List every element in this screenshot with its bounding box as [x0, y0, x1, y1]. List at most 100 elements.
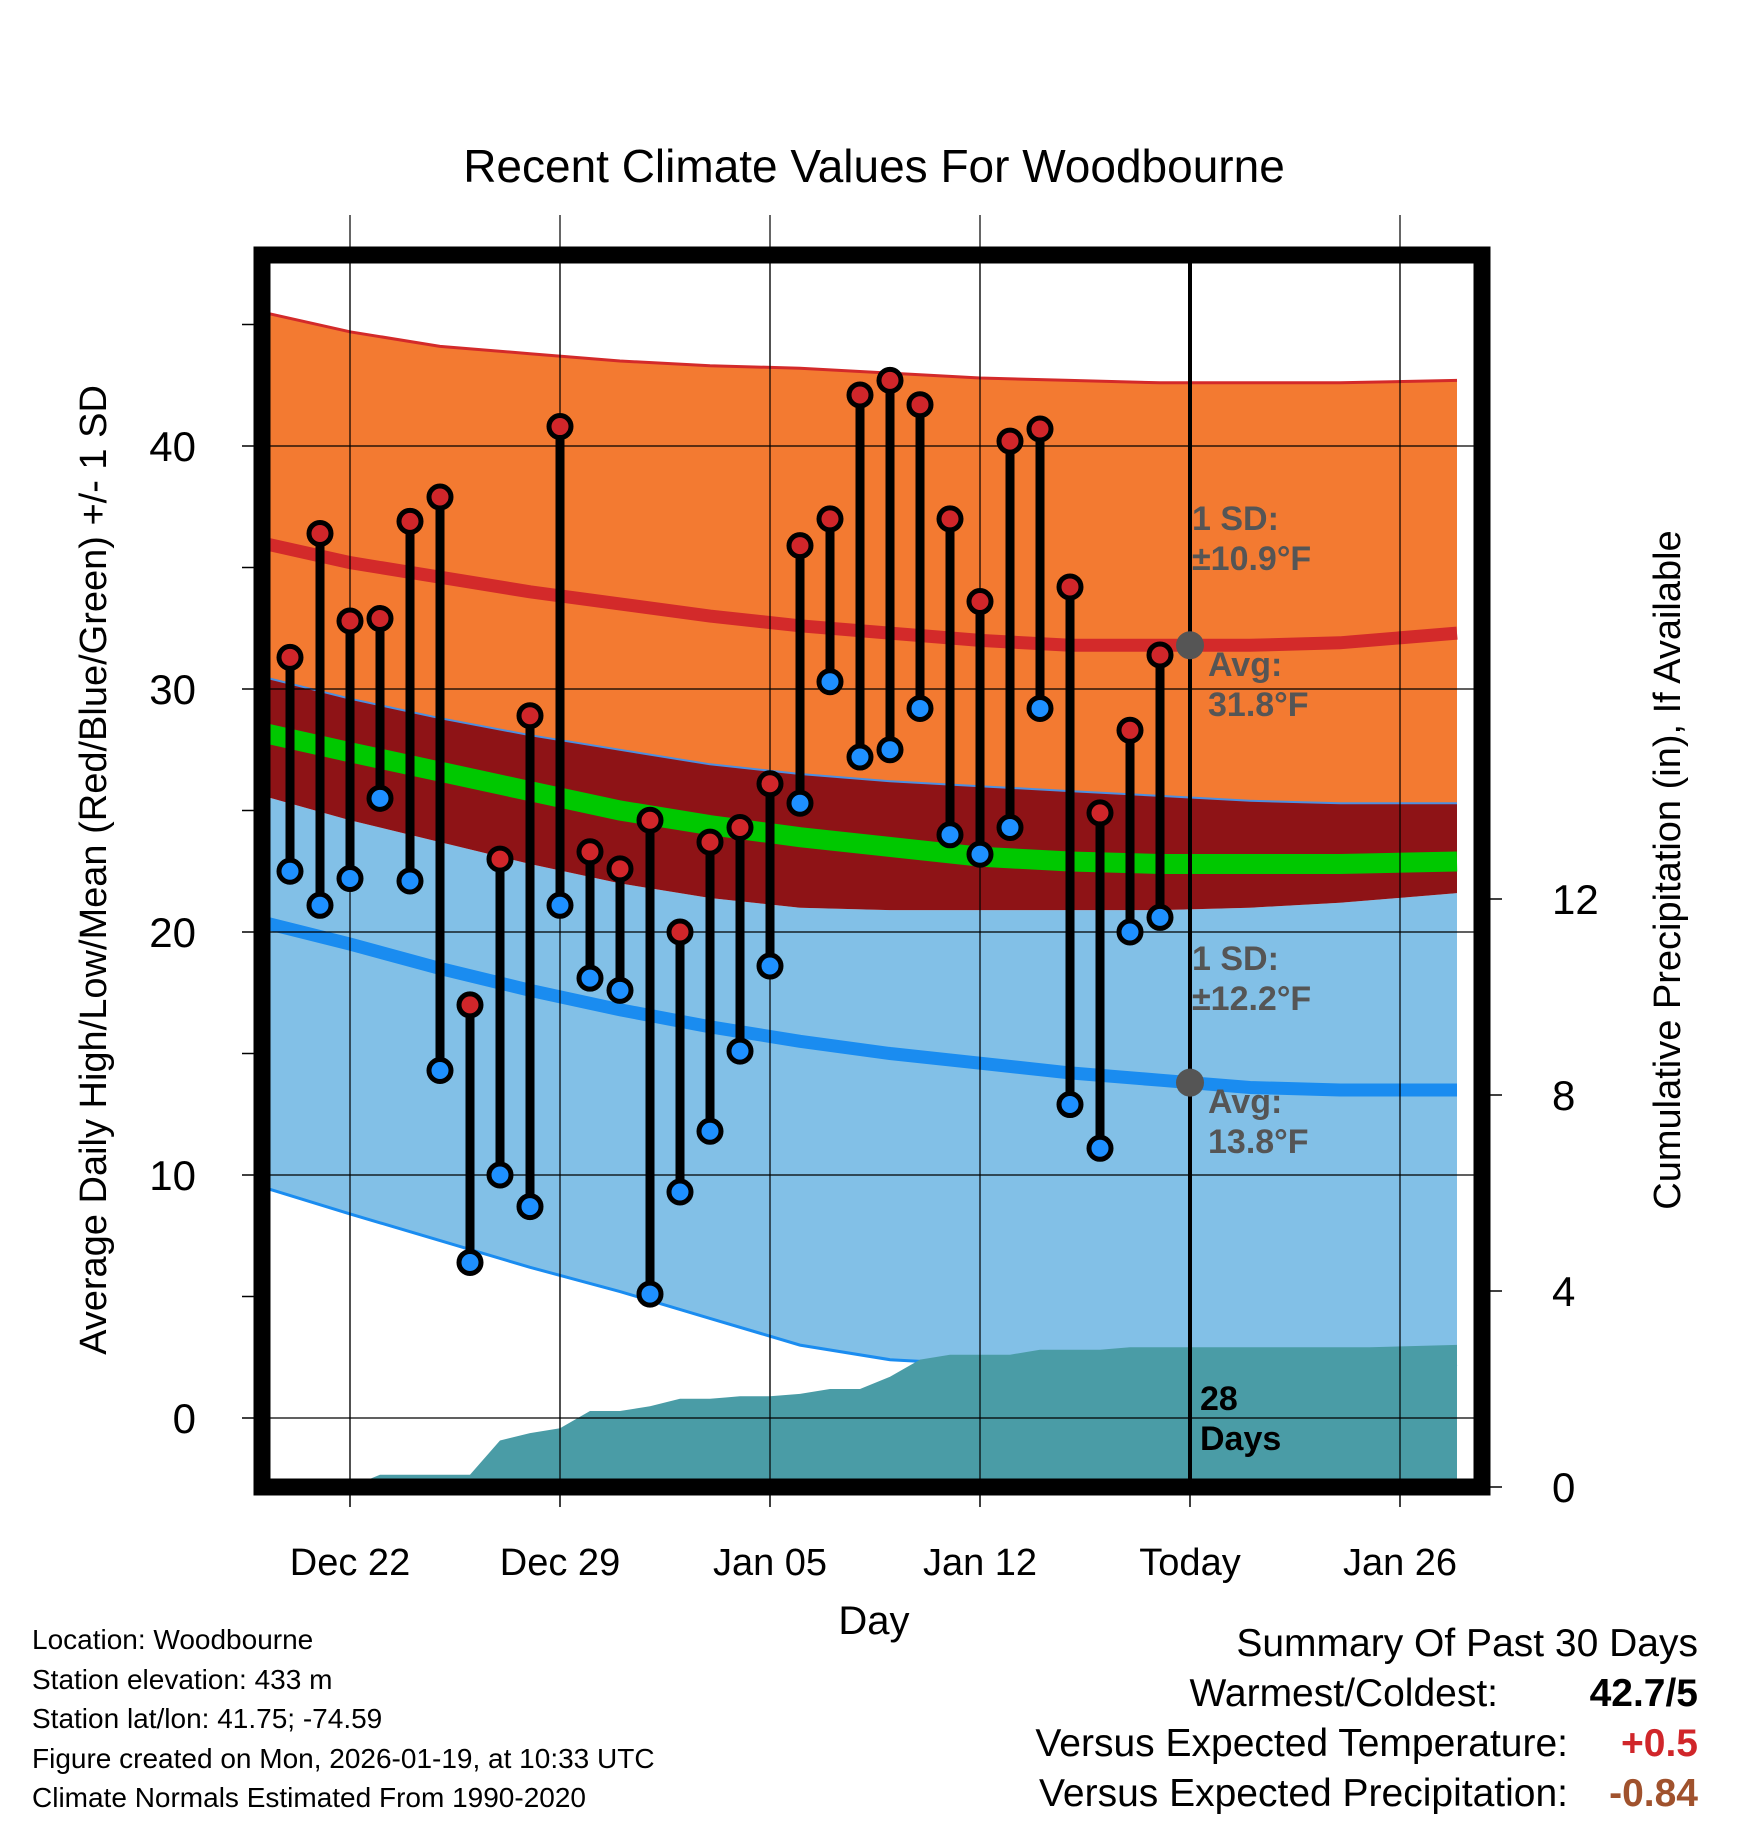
observation-day [936, 505, 964, 849]
high-point [276, 643, 304, 671]
low-point [456, 1248, 484, 1276]
high-point [726, 814, 754, 842]
x-axis-label: Day [838, 1599, 909, 1643]
summary-panel: Summary Of Past 30 Days Warmest/Coldest:… [798, 1622, 1698, 1822]
created-text: Figure created on Mon, 2026-01-19, at 10… [32, 1742, 655, 1774]
high-point [1026, 415, 1054, 443]
low-point [666, 1178, 694, 1206]
observation-day [756, 770, 784, 980]
observation-day [1056, 573, 1084, 1119]
high-point [396, 507, 424, 535]
high-point [816, 505, 844, 533]
high-minus-sd-line [262, 675, 1457, 805]
today-high-avg-marker [1176, 631, 1204, 660]
low-point [486, 1161, 514, 1189]
observations [276, 366, 1174, 1308]
observation-day [696, 828, 724, 1145]
low-point [606, 976, 634, 1004]
high-point [996, 427, 1024, 455]
y2-tick-label: 12 [1552, 876, 1599, 923]
low-point [576, 964, 604, 992]
low-point [1086, 1134, 1114, 1162]
observation-day [276, 643, 304, 885]
low-point [756, 952, 784, 980]
low-avg-annotation-line: 13.8°F [1208, 1123, 1309, 1161]
observation-day [1026, 415, 1054, 722]
location-text: Location: Woodbourne [32, 1624, 314, 1655]
days-annotation-line: Days [1200, 1420, 1281, 1458]
observation-day [336, 607, 364, 893]
low-point [906, 694, 934, 722]
observation-day [576, 838, 604, 992]
avg-low-line [262, 915, 1457, 1097]
low-sd-annotation-line: 1 SD: [1192, 940, 1279, 978]
low-point [936, 821, 964, 849]
observation-day [1116, 716, 1144, 946]
high-point [1116, 716, 1144, 744]
observation-day [396, 507, 424, 895]
y2-tick-label: 4 [1552, 1268, 1575, 1315]
low-point [786, 789, 814, 817]
low-point [966, 840, 994, 868]
high-point [786, 532, 814, 560]
latlon-text: Station lat/lon: 41.75; -74.59 [32, 1703, 383, 1734]
observation-day [966, 588, 994, 868]
low-point [876, 736, 904, 764]
low-point [996, 814, 1024, 842]
elevation-text: Station elevation: 433 m [32, 1663, 333, 1695]
normals-text: Climate Normals Estimated From 1990-2020 [32, 1782, 586, 1813]
today-low-avg-marker [1176, 1068, 1204, 1097]
high-point [636, 806, 664, 834]
low-point [1116, 918, 1144, 946]
plot-frame [253, 246, 1491, 1496]
x-tick-label: Jan 05 [713, 1542, 827, 1584]
days-annotation-line: 28 [1200, 1380, 1238, 1418]
low-point [1146, 903, 1174, 931]
high-avg-annotation-line: 31.8°F [1208, 686, 1309, 724]
observation-day [426, 483, 454, 1085]
low-point [636, 1280, 664, 1308]
high-point [906, 391, 934, 419]
low-point [816, 668, 844, 696]
y2-axis-label: Cumulative Precipitation (in), If Availa… [1647, 530, 1689, 1209]
station-info: Location: Woodbourne Station elevation: … [32, 1620, 655, 1818]
observation-day [666, 918, 694, 1206]
high-point [1086, 799, 1114, 827]
observation-day [546, 413, 574, 919]
y2-tick-label: 8 [1552, 1072, 1575, 1119]
x-tick-label: Dec 22 [290, 1542, 410, 1584]
observation-day [786, 532, 814, 817]
y-tick-label: 40 [149, 423, 196, 470]
x-tick-label: Today [1139, 1542, 1240, 1584]
observation-day [516, 702, 544, 1221]
warmest-coldest-label: Warmest/Coldest: [1189, 1672, 1498, 1715]
low-point [1026, 694, 1054, 722]
observation-day [306, 519, 334, 919]
low-sd-annotation-line: ±12.2°F [1192, 980, 1311, 1018]
low-point [336, 865, 364, 893]
observation-day [906, 391, 934, 722]
high-point [606, 855, 634, 883]
low-sd-band [263, 795, 1457, 1380]
summary-title: Summary Of Past 30 Days [1236, 1622, 1698, 1665]
high-point [966, 588, 994, 616]
temp-vs-expected-value: +0.5 [1621, 1722, 1698, 1765]
high-point [576, 838, 604, 866]
y-tick-label: 0 [173, 1395, 196, 1442]
observation-day [1086, 799, 1114, 1162]
y-axis-label: Average Daily High/Low/Mean (Red/Blue/Gr… [73, 385, 115, 1355]
high-plus-sd-line [262, 310, 1458, 385]
high-point [366, 605, 394, 633]
low-point [306, 891, 334, 919]
high-point [666, 918, 694, 946]
x-tick-label: Jan 12 [923, 1542, 1037, 1584]
low-point [396, 867, 424, 895]
low-avg-annotation-line: Avg: [1208, 1083, 1282, 1121]
x-tick-label: Jan 26 [1343, 1542, 1457, 1584]
low-point [696, 1117, 724, 1145]
low-point [366, 784, 394, 812]
high-point [546, 413, 574, 441]
warmest-coldest-value: 42.7/5 [1589, 1672, 1698, 1715]
y2-tick-label: 0 [1552, 1464, 1575, 1511]
